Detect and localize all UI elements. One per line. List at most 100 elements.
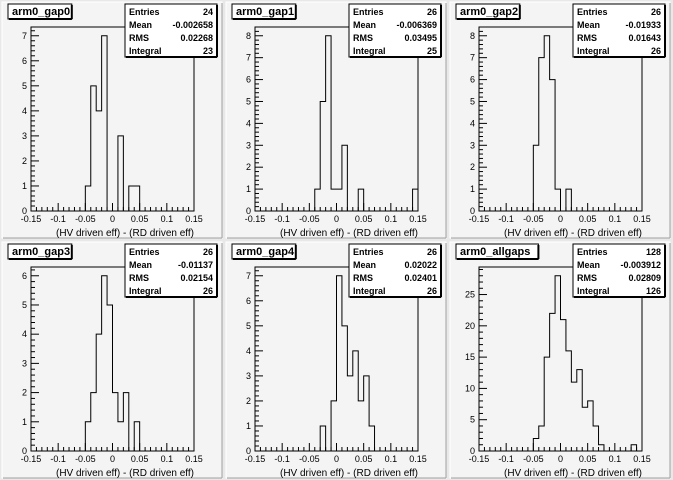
stats-label-mean: Mean bbox=[577, 260, 600, 270]
x-axis-label: (HV driven eff) - (RD driven eff) bbox=[56, 468, 194, 479]
histogram-outline bbox=[319, 275, 376, 452]
histogram-bin bbox=[320, 426, 325, 451]
histogram-bin bbox=[566, 189, 571, 211]
y-tick-label: 5 bbox=[246, 96, 251, 106]
x-tick-label: -0.1 bbox=[274, 214, 290, 224]
y-tick-label: 5 bbox=[470, 96, 475, 106]
histogram-outline bbox=[84, 35, 141, 212]
stats-label-rms: RMS bbox=[577, 273, 597, 283]
histogram-bin bbox=[85, 422, 90, 451]
y-tick-label: 1 bbox=[246, 184, 251, 194]
x-tick-label: -0.15 bbox=[469, 454, 490, 464]
stats-box bbox=[124, 3, 218, 58]
stats-value-rms: 0.02268 bbox=[180, 33, 213, 43]
histogram-bin bbox=[353, 351, 358, 451]
x-tick-label: 0 bbox=[558, 454, 563, 464]
histogram-bin bbox=[561, 320, 566, 451]
stats-label-mean: Mean bbox=[129, 20, 152, 30]
stats-value-rms: 0.03495 bbox=[404, 33, 437, 43]
histogram-bin bbox=[107, 305, 112, 451]
x-tick-label: -0.15 bbox=[245, 214, 266, 224]
x-tick-label: -0.1 bbox=[274, 454, 290, 464]
x-tick-label: 0.1 bbox=[161, 214, 174, 224]
histogram-bin bbox=[631, 445, 636, 451]
stats-value-rms: 0.02809 bbox=[628, 273, 661, 283]
x-tick-label: 0 bbox=[334, 454, 339, 464]
histogram-bin bbox=[550, 313, 555, 451]
histogram-bin bbox=[571, 382, 576, 451]
y-tick-label: 3 bbox=[246, 371, 251, 381]
stats-label-mean: Mean bbox=[353, 260, 376, 270]
histogram-bin bbox=[118, 422, 123, 451]
histogram-bin bbox=[342, 326, 347, 451]
histogram-bin bbox=[337, 276, 342, 451]
x-tick-label: 0.05 bbox=[579, 454, 597, 464]
histogram-bin bbox=[539, 58, 544, 211]
x-tick-label: 0.05 bbox=[579, 214, 597, 224]
histogram-bin bbox=[533, 438, 538, 451]
y-tick-label: 6 bbox=[22, 56, 27, 66]
y-tick-label: 0 bbox=[470, 446, 475, 456]
stats-box bbox=[348, 3, 442, 58]
stats-label-mean: Mean bbox=[577, 20, 600, 30]
x-axis-label: (HV driven eff) - (RD driven eff) bbox=[280, 468, 418, 479]
x-tick-label: 0.15 bbox=[409, 214, 427, 224]
histogram-bin bbox=[315, 189, 320, 211]
y-tick-label: 0 bbox=[22, 206, 27, 216]
histogram-pad-arm0_gap1: -0.15 -0.1 -0.05 0 0.05 0.1 0.15 0 1 2 3 4 5 6 7 8 (HV d… bbox=[225, 1, 447, 239]
x-tick-label: 0.1 bbox=[609, 214, 622, 224]
x-tick-label: 0.05 bbox=[131, 214, 149, 224]
y-tick-label: 6 bbox=[246, 75, 251, 85]
stats-value-rms: 0.01643 bbox=[628, 33, 661, 43]
x-tick-label: 0.05 bbox=[355, 454, 373, 464]
y-tick-label: 4 bbox=[22, 106, 27, 116]
stats-label-rms: RMS bbox=[353, 273, 373, 283]
stats-label-entries: Entries bbox=[353, 247, 384, 257]
stats-label-integral: Integral bbox=[577, 286, 610, 296]
histogram-bin bbox=[550, 80, 555, 211]
x-tick-label: 0.05 bbox=[355, 214, 373, 224]
y-tick-label: 5 bbox=[22, 300, 27, 310]
histogram-bin bbox=[369, 426, 374, 451]
x-tick-label: -0.05 bbox=[75, 214, 96, 224]
histogram-bin bbox=[337, 189, 342, 211]
y-tick-label: 4 bbox=[246, 346, 251, 356]
stats-value-entries: 26 bbox=[427, 7, 437, 17]
y-tick-label: 7 bbox=[246, 53, 251, 63]
histogram-bin bbox=[102, 276, 107, 451]
y-tick-label: 15 bbox=[465, 352, 475, 362]
stats-label-mean: Mean bbox=[129, 260, 152, 270]
stats-label-rms: RMS bbox=[129, 273, 149, 283]
stats-value-integral: 126 bbox=[646, 286, 661, 296]
x-tick-label: 0.15 bbox=[633, 214, 651, 224]
histogram-bin bbox=[364, 376, 369, 451]
stats-value-mean: -0.003912 bbox=[620, 260, 661, 270]
y-tick-label: 4 bbox=[22, 329, 27, 339]
stats-value-entries: 26 bbox=[203, 247, 213, 257]
x-tick-label: 0.1 bbox=[609, 454, 622, 464]
histogram-title: arm0_allgaps bbox=[460, 246, 530, 258]
histogram-pad-arm0_gap3: -0.15 -0.1 -0.05 0 0.05 0.1 0.15 0 1 2 3 4 5 6 (HV dri… bbox=[1, 241, 223, 479]
histogram-bin bbox=[96, 111, 101, 211]
y-tick-label: 5 bbox=[470, 415, 475, 425]
histogram-bin bbox=[331, 401, 336, 451]
y-tick-label: 5 bbox=[246, 321, 251, 331]
histogram-pad-arm0_gap2: -0.15 -0.1 -0.05 0 0.05 0.1 0.15 0 1 2 3 4 5 6 7 8 (HV d… bbox=[449, 1, 671, 239]
histogram-bin bbox=[577, 370, 582, 451]
x-tick-label: -0.1 bbox=[50, 454, 66, 464]
x-tick-label: 0.05 bbox=[131, 454, 149, 464]
histogram-bin bbox=[96, 334, 101, 451]
histogram-bin bbox=[358, 189, 363, 211]
x-axis-label: (HV driven eff) - (RD driven eff) bbox=[280, 228, 418, 239]
y-tick-label: 7 bbox=[22, 31, 27, 41]
histogram-bin bbox=[118, 136, 123, 211]
histogram-outline bbox=[84, 275, 141, 452]
y-tick-label: 1 bbox=[470, 184, 475, 194]
y-tick-label: 8 bbox=[246, 31, 251, 41]
stats-label-entries: Entries bbox=[577, 7, 608, 17]
stats-value-mean: -0.006369 bbox=[396, 20, 437, 30]
y-tick-label: 7 bbox=[470, 53, 475, 63]
histogram-bin bbox=[129, 186, 134, 211]
y-tick-label: 1 bbox=[22, 417, 27, 427]
